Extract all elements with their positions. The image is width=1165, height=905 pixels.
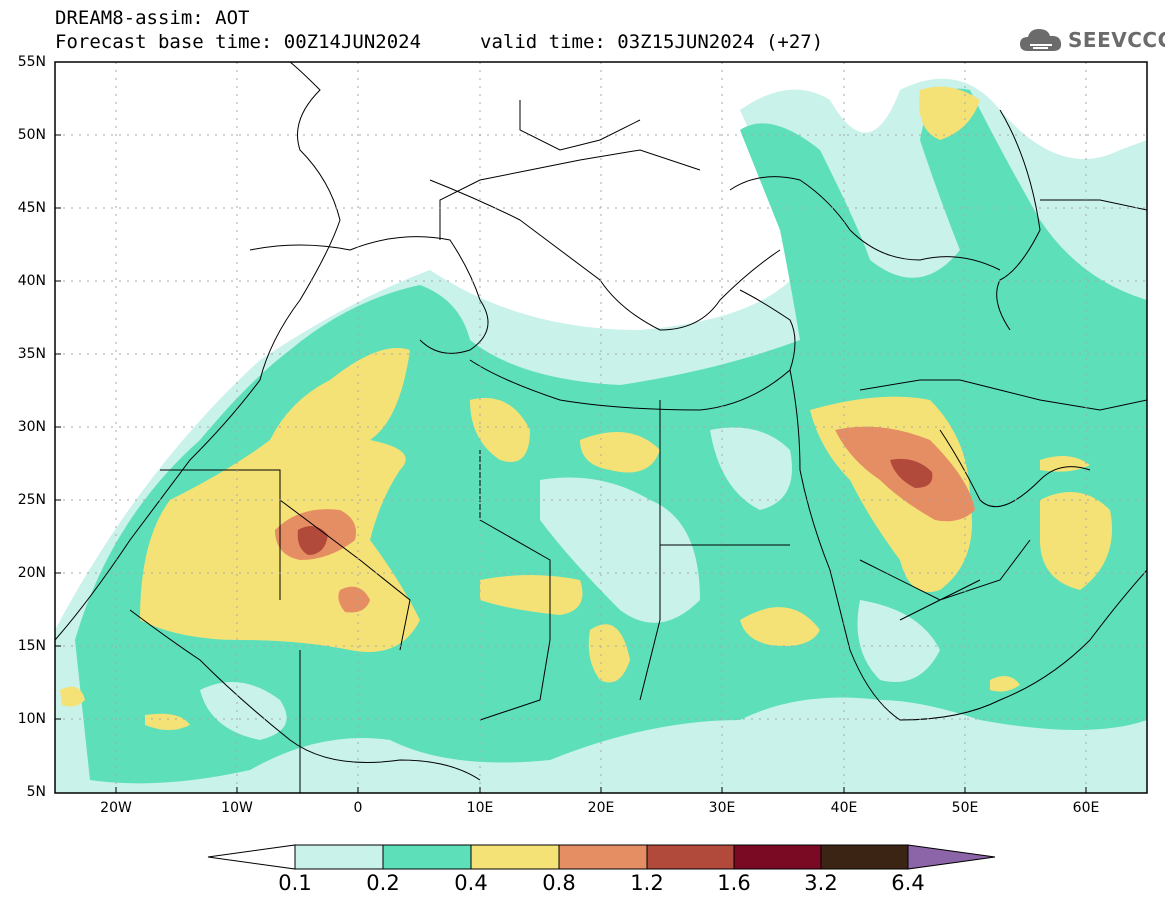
lat-label: 10N [17,711,46,727]
lon-label: 40E [830,800,858,816]
lat-label: 20N [17,565,46,581]
colorbar-label: 1.2 [630,871,664,895]
gridlines [55,62,1147,793]
colorbar-label: 1.6 [717,871,751,895]
colorbar-label: 3.2 [804,871,838,895]
lat-label: 55N [17,54,46,70]
aot-field [55,78,1147,793]
lon-label: 20E [587,800,615,816]
forecast-base-time: Forecast base time: 00Z14JUN2024 [55,31,422,53]
lat-label: 15N [17,638,46,654]
logo-text: SEEVCCC [1068,28,1165,52]
lon-label: 10E [466,800,494,816]
lat-label: 50N [17,127,46,143]
colorbar-label: 0.8 [542,871,576,895]
lon-label: 10W [221,800,253,816]
lat-label: 5N [26,784,46,800]
cloud-icon [1020,29,1062,51]
colorbar-swatch-2 [382,844,472,870]
map-title: DREAM8-assim: AOT [55,7,250,29]
aot-band-1.2-1.6 [297,458,933,555]
colorbar-swatch-7 [820,844,909,870]
colorbar-swatch-1 [294,844,384,870]
colorbar-max-arrow [907,844,996,870]
lat-label: 45N [17,200,46,216]
colorbar-swatch-5 [646,844,735,870]
lon-label: 50E [951,800,979,816]
colorbar [207,844,996,870]
seevccc-logo: SEEVCCC [1018,24,1165,56]
lon-label: 0 [353,800,363,816]
lat-label: 35N [17,346,46,362]
colorbar-swatch-4 [558,844,648,870]
lat-label: 25N [17,492,46,508]
lat-label: 40N [17,273,46,289]
lat-label: 30N [17,419,46,435]
colorbar-label: 6.4 [891,871,925,895]
valid-time: valid time: 03Z15JUN2024 (+27) [480,31,824,53]
tick-marks [55,61,1087,793]
colorbar-swatch-6 [733,844,822,870]
colorbar-swatch-3 [470,844,560,870]
lon-label: 20W [100,800,132,816]
lon-label: 30E [708,800,736,816]
colorbar-label: 0.1 [278,871,312,895]
colorbar-label: 0.2 [366,871,400,895]
coastlines-borders [55,62,1147,793]
colorbar-min-arrow [207,844,296,870]
lon-label: 60E [1072,800,1100,816]
colorbar-label: 0.4 [454,871,488,895]
